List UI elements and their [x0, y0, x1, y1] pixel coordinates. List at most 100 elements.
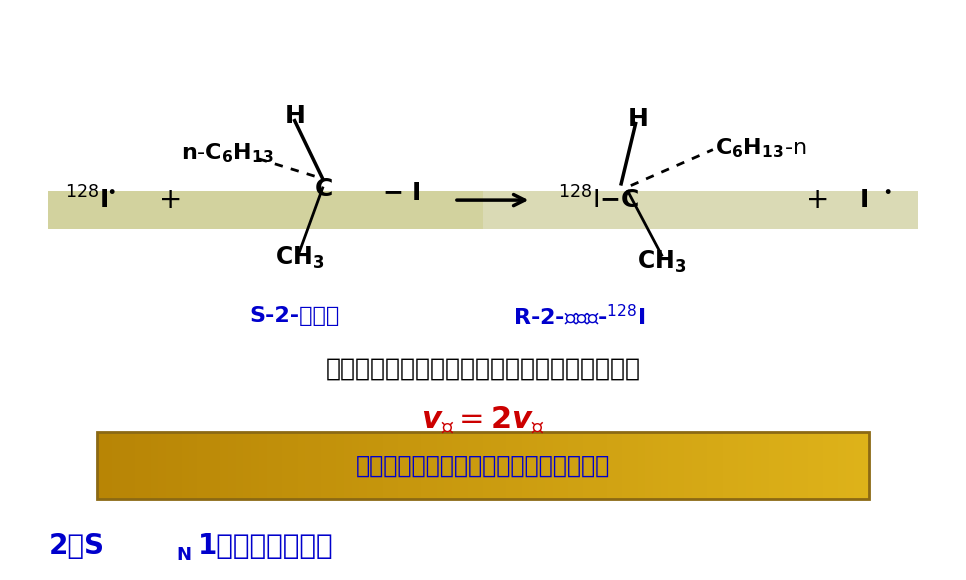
Bar — [197, 432, 205, 499]
Bar — [151, 432, 158, 499]
Bar — [243, 432, 251, 499]
Bar — [48, 191, 918, 229]
Text: N: N — [177, 546, 192, 564]
Bar — [48, 191, 483, 229]
Bar — [815, 432, 823, 499]
Bar — [236, 432, 243, 499]
Bar — [274, 432, 282, 499]
Bar — [352, 432, 359, 499]
Text: 反应过程中，旋光性逐渐降低到零，即外消旋化: 反应过程中，旋光性逐渐降低到零，即外消旋化 — [326, 356, 640, 380]
Bar — [614, 432, 622, 499]
Bar — [591, 432, 599, 499]
Bar — [475, 432, 483, 499]
Bar — [97, 432, 104, 499]
Bar — [622, 432, 630, 499]
Bar — [792, 432, 800, 499]
Bar — [383, 432, 390, 499]
Bar — [205, 432, 213, 499]
Bar — [267, 432, 274, 499]
Bar — [321, 432, 328, 499]
Bar — [305, 432, 313, 499]
Text: 2、S: 2、S — [48, 532, 104, 560]
Bar — [692, 432, 699, 499]
Bar — [676, 432, 684, 499]
Text: $+$: $+$ — [157, 186, 181, 214]
Text: R-2-碘辛烷-$^{128}$I: R-2-碘辛烷-$^{128}$I — [513, 303, 646, 329]
Bar — [143, 432, 151, 499]
Text: $^{128}$I: $^{128}$I — [66, 187, 108, 213]
Bar — [854, 432, 862, 499]
Bar — [104, 432, 112, 499]
Bar — [730, 432, 738, 499]
Bar — [460, 432, 468, 499]
Bar — [444, 432, 452, 499]
Text: $\bf{CH_3}$: $\bf{CH_3}$ — [637, 249, 687, 276]
Bar — [213, 432, 220, 499]
Bar — [560, 432, 568, 499]
Bar — [668, 432, 676, 499]
Bar — [599, 432, 607, 499]
Bar — [684, 432, 692, 499]
Bar — [290, 432, 298, 499]
Text: $\bfit{v}$$_{外}$$=$2$\bfit{v}$$_{取}$: $\bfit{v}$$_{外}$$=$2$\bfit{v}$$_{取}$ — [421, 405, 545, 436]
Bar — [398, 432, 406, 499]
Bar — [313, 432, 321, 499]
Bar — [738, 432, 746, 499]
Bar — [761, 432, 769, 499]
Bar — [769, 432, 777, 499]
Text: $+$: $+$ — [805, 186, 828, 214]
Bar — [699, 432, 707, 499]
Bar — [746, 432, 753, 499]
Bar — [166, 432, 174, 499]
Bar — [298, 432, 305, 499]
Bar — [506, 432, 514, 499]
Bar — [545, 432, 553, 499]
Text: 构型与构型标记，构型与旋光性的关系？: 构型与构型标记，构型与旋光性的关系？ — [355, 454, 611, 478]
Bar — [630, 432, 638, 499]
Bar — [251, 432, 259, 499]
Bar — [653, 432, 661, 499]
Bar — [522, 432, 529, 499]
Text: S-2-碘辛烷: S-2-碘辛烷 — [249, 306, 340, 326]
Bar — [753, 432, 761, 499]
Bar — [862, 432, 869, 499]
Text: $^{128}$I$\bf{-C}$: $^{128}$I$\bf{-C}$ — [558, 187, 639, 213]
Bar — [429, 432, 437, 499]
Bar — [182, 432, 189, 499]
Bar — [128, 432, 135, 499]
Bar — [120, 432, 128, 499]
Bar — [336, 432, 344, 499]
Bar — [723, 432, 730, 499]
Bar — [491, 432, 498, 499]
Bar — [568, 432, 576, 499]
Text: 1历程的立体化学: 1历程的立体化学 — [198, 532, 333, 560]
Bar — [259, 432, 267, 499]
Bar — [158, 432, 166, 499]
Bar — [831, 432, 838, 499]
Bar — [777, 432, 784, 499]
Bar — [529, 432, 537, 499]
Bar — [344, 432, 352, 499]
Text: $\bullet$: $\bullet$ — [882, 181, 892, 200]
Text: I: I — [860, 188, 869, 212]
Bar — [189, 432, 197, 499]
Bar — [661, 432, 668, 499]
Bar — [328, 432, 336, 499]
Bar — [452, 432, 460, 499]
Bar — [367, 432, 375, 499]
Bar — [483, 432, 491, 499]
Text: $\bf{C_6H_{13}}$-n: $\bf{C_6H_{13}}$-n — [715, 136, 807, 160]
Text: $\bf{H}$: $\bf{H}$ — [284, 104, 305, 128]
Text: $\bf{CH_3}$: $\bf{CH_3}$ — [274, 245, 325, 271]
Text: $\bf{-\ I}$: $\bf{-\ I}$ — [382, 180, 419, 205]
Bar — [135, 432, 143, 499]
Bar — [784, 432, 792, 499]
Bar — [375, 432, 383, 499]
Bar — [406, 432, 413, 499]
Bar — [645, 432, 653, 499]
Bar — [808, 432, 815, 499]
Bar — [97, 432, 869, 499]
Bar — [468, 432, 475, 499]
Bar — [174, 432, 182, 499]
Bar — [220, 432, 228, 499]
